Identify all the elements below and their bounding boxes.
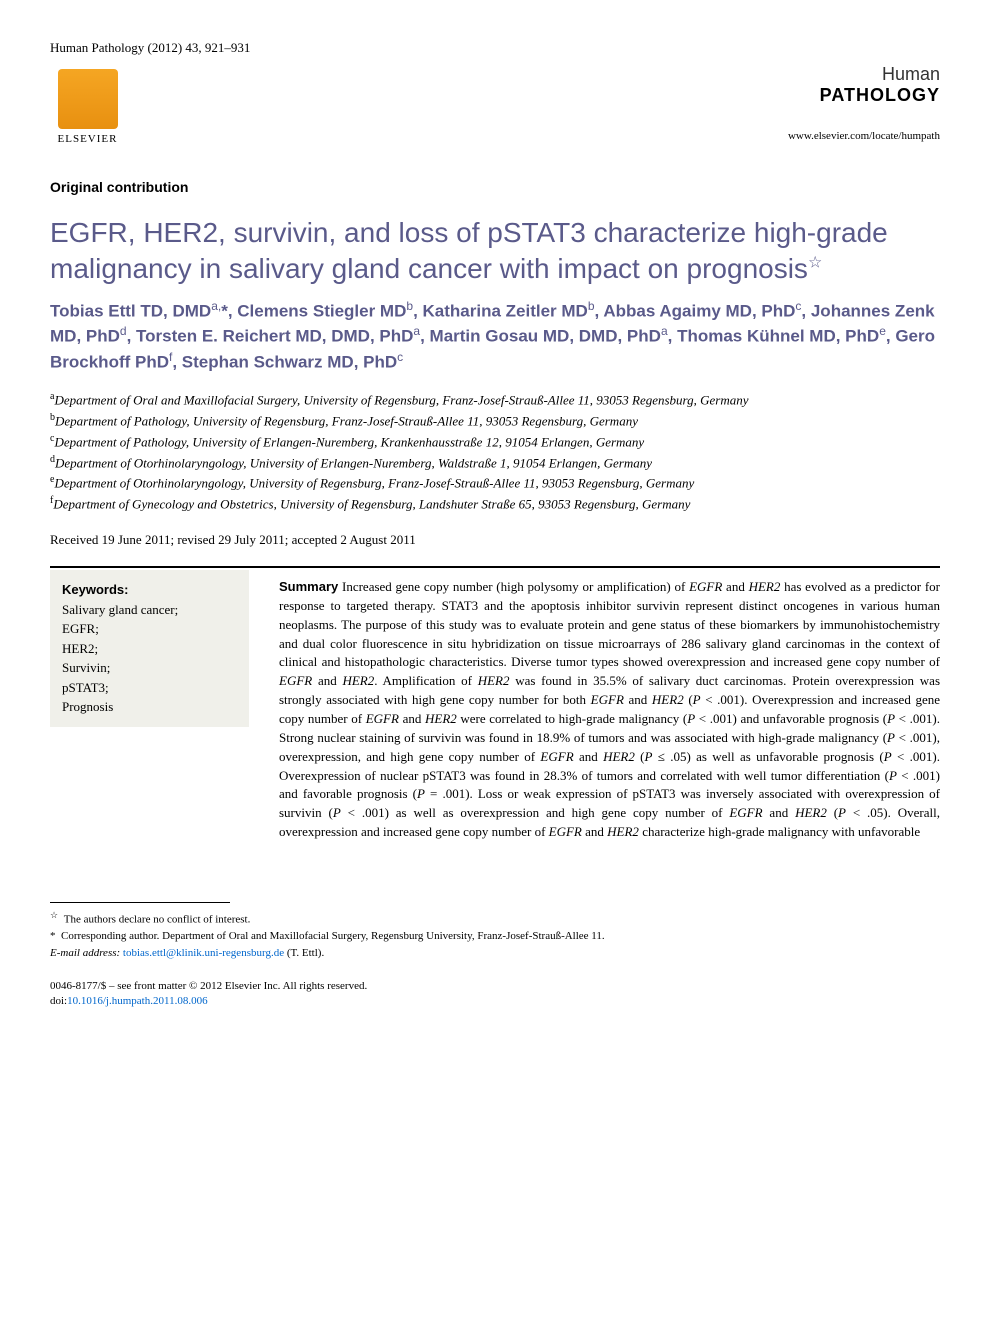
affiliation-line: bDepartment of Pathology, University of … — [50, 410, 940, 431]
doi-line: doi:10.1016/j.humpath.2011.08.006 — [50, 994, 940, 1009]
summary-label: Summary — [279, 579, 338, 594]
summary-body: Increased gene copy number (high polysom… — [279, 579, 940, 839]
email-link[interactable]: tobias.ettl@klinik.uni-regensburg.de — [123, 947, 284, 959]
journal-name-top: Human — [788, 64, 940, 85]
author-list: Tobias Ettl TD, DMDa,*, Clemens Stiegler… — [50, 298, 940, 374]
conflict-text: The authors declare no conflict of inter… — [64, 914, 251, 926]
affiliation-line: dDepartment of Otorhinolaryngology, Univ… — [50, 452, 940, 473]
conflict-footnote: ☆ The authors declare no conflict of int… — [50, 909, 940, 928]
publisher-name: ELSEVIER — [58, 133, 118, 145]
affiliations: aDepartment of Oral and Maxillofacial Su… — [50, 389, 940, 514]
title-footnote-star: ☆ — [808, 255, 822, 272]
abstract-area: Keywords: Salivary gland cancer;EGFR;HER… — [50, 570, 940, 842]
copyright-line: 0046-8177/$ – see front matter © 2012 El… — [50, 979, 940, 994]
affiliation-line: aDepartment of Oral and Maxillofacial Su… — [50, 389, 940, 410]
doi-label: doi: — [50, 995, 67, 1007]
corresponding-text: Corresponding author. Department of Oral… — [61, 930, 605, 942]
journal-url[interactable]: www.elsevier.com/locate/humpath — [788, 130, 940, 142]
publisher-logo: ELSEVIER — [50, 64, 125, 149]
footnote-divider — [50, 902, 230, 903]
journal-logo: Human PATHOLOGY www.elsevier.com/locate/… — [788, 64, 940, 142]
footnotes: ☆ The authors declare no conflict of int… — [50, 909, 940, 961]
title-text: EGFR, HER2, survivin, and loss of pSTAT3… — [50, 217, 888, 284]
star-icon: ☆ — [50, 910, 58, 920]
email-label: E-mail address: — [50, 947, 120, 959]
divider-top — [50, 566, 940, 568]
affiliation-line: eDepartment of Otorhinolaryngology, Univ… — [50, 472, 940, 493]
email-suffix: (T. Ettl). — [284, 947, 324, 959]
summary-text: Summary Increased gene copy number (high… — [279, 570, 940, 842]
affiliation-line: cDepartment of Pathology, University of … — [50, 431, 940, 452]
elsevier-tree-icon — [58, 69, 118, 129]
keywords-list: Salivary gland cancer;EGFR;HER2;Survivin… — [62, 600, 237, 717]
email-footnote: E-mail address: tobias.ettl@klinik.uni-r… — [50, 945, 940, 962]
journal-name-bottom: PATHOLOGY — [788, 85, 940, 106]
affiliation-line: fDepartment of Gynecology and Obstetrics… — [50, 493, 940, 514]
citation-header: Human Pathology (2012) 43, 921–931 — [50, 40, 940, 56]
section-label: Original contribution — [50, 179, 940, 195]
keywords-box: Keywords: Salivary gland cancer;EGFR;HER… — [50, 570, 249, 727]
article-dates: Received 19 June 2011; revised 29 July 2… — [50, 532, 940, 548]
corresponding-footnote: * Corresponding author. Department of Or… — [50, 928, 940, 945]
keywords-label: Keywords: — [62, 580, 237, 600]
article-title: EGFR, HER2, survivin, and loss of pSTAT3… — [50, 215, 940, 288]
copyright-block: 0046-8177/$ – see front matter © 2012 El… — [50, 979, 940, 1010]
header-row: ELSEVIER Human PATHOLOGY www.elsevier.co… — [50, 64, 940, 149]
doi-link[interactable]: 10.1016/j.humpath.2011.08.006 — [67, 995, 207, 1007]
